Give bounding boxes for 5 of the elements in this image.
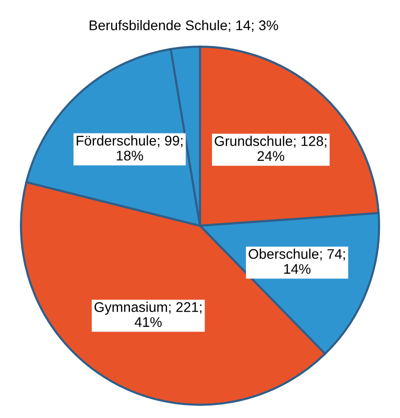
slice-label: Oberschule; 74; 14% xyxy=(248,248,345,274)
slice-label: Förderschule; 99; 18% xyxy=(76,135,182,161)
slice-label: Grundschule; 128; 24% xyxy=(214,136,326,161)
slice-label: Berufsbildende Schule; 14; 3% xyxy=(90,20,278,32)
slice-label: Gymnasium; 221; 41% xyxy=(94,302,202,327)
